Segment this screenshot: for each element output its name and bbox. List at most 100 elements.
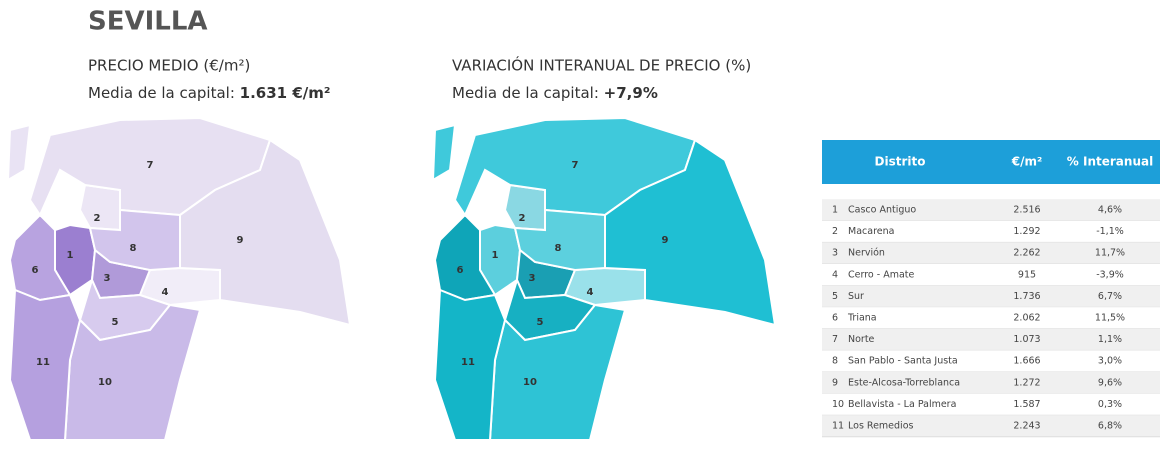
district-name: Cerro - Amate — [848, 269, 914, 280]
district-number: 10 — [523, 377, 537, 388]
price: 2.262 — [1013, 248, 1040, 259]
district — [8, 288, 82, 441]
variation: 6,7% — [1098, 291, 1122, 302]
district-name: Macarena — [848, 226, 894, 237]
price-map: 1 2 3 4 5 6 7 8 9 10 11 — [6, 116, 352, 441]
row-number: 7 — [832, 334, 838, 345]
title: SEVILLA — [88, 7, 208, 37]
district-number: 6 — [32, 265, 39, 276]
row-bg — [822, 328, 1160, 351]
district-number: 9 — [662, 235, 669, 246]
district-number: 5 — [537, 317, 544, 328]
table-header: Distrito — [875, 155, 926, 169]
district-number: 7 — [147, 160, 154, 171]
district-number: 4 — [587, 287, 594, 298]
price: 1.736 — [1013, 291, 1040, 302]
district-number: 10 — [98, 377, 112, 388]
variation: 0,3% — [1098, 399, 1122, 410]
variation: 3,0% — [1098, 356, 1122, 367]
row-bg — [822, 220, 1160, 243]
district — [604, 138, 777, 327]
row-number: 1 — [832, 205, 838, 216]
row-bg — [822, 350, 1160, 372]
table-header: % Interanual — [1067, 155, 1153, 169]
district-name: Norte — [848, 334, 875, 345]
price: 2.516 — [1013, 205, 1040, 216]
variation: 6,8% — [1098, 421, 1122, 432]
row-bg — [822, 264, 1160, 286]
district-number: 11 — [461, 357, 475, 368]
district-number: 3 — [529, 273, 536, 284]
district-name: Triana — [847, 313, 877, 324]
row-number: 10 — [832, 399, 844, 410]
avg-value: +7,9% — [604, 84, 658, 102]
variation: -1,1% — [1096, 226, 1124, 237]
district-name: San Pablo - Santa Justa — [848, 356, 958, 367]
district-number: 8 — [555, 243, 562, 254]
row-bg — [822, 285, 1160, 308]
table-header: €/m² — [1011, 155, 1043, 169]
district-number: 6 — [457, 265, 464, 276]
avg-label: Media de la capital: — [452, 84, 599, 102]
avg-value: 1.631 €/m² — [240, 84, 331, 102]
row-number: 5 — [832, 291, 838, 302]
row-bg — [822, 242, 1160, 264]
row-bg — [822, 415, 1160, 437]
row-bg — [822, 393, 1160, 416]
price: 2.243 — [1013, 421, 1040, 432]
variation-map: 1 2 3 4 5 6 7 8 9 10 11 — [431, 116, 777, 441]
map-heading: VARIACIÓN INTERANUAL DE PRECIO (%) — [452, 56, 751, 75]
district — [179, 138, 352, 327]
price: 1.587 — [1013, 399, 1040, 410]
district — [433, 288, 507, 441]
price: 1.272 — [1013, 377, 1040, 388]
district-number: 11 — [36, 357, 50, 368]
island — [431, 123, 457, 182]
map-heading: PRECIO MEDIO (€/m²) — [88, 57, 250, 75]
price: 1.666 — [1013, 356, 1040, 367]
variation: 11,7% — [1095, 248, 1125, 259]
price: 2.062 — [1013, 313, 1040, 324]
row-number: 9 — [832, 377, 838, 388]
row-number: 2 — [832, 226, 838, 237]
district-number: 5 — [112, 317, 119, 328]
district-table: Distrito €/m² % Interanual 1 Casco Antiguo 2.… — [822, 140, 1160, 438]
avg-line: Media de la capital: +7,9% — [452, 84, 658, 102]
price: 1.292 — [1013, 226, 1040, 237]
island — [6, 123, 32, 182]
table-header-bg — [822, 140, 1160, 184]
district-number: 4 — [162, 287, 169, 298]
variation: 4,6% — [1098, 205, 1122, 216]
district-name: Este-Alcosa-Torreblanca — [848, 377, 960, 388]
district-number: 7 — [572, 160, 579, 171]
row-number: 3 — [832, 248, 838, 259]
row-number: 6 — [832, 313, 838, 324]
district-number: 1 — [492, 250, 499, 261]
row-bg — [822, 307, 1160, 329]
district-name: Sur — [848, 291, 864, 302]
district-name: Bellavista - La Palmera — [848, 399, 956, 410]
district-number: 8 — [130, 243, 137, 254]
avg-label: Media de la capital: — [88, 84, 235, 102]
row-number: 11 — [832, 421, 844, 432]
price: 1.073 — [1013, 334, 1040, 345]
district-number: 2 — [94, 213, 101, 224]
price: 915 — [1018, 269, 1036, 280]
row-number: 4 — [832, 269, 838, 280]
row-number: 8 — [832, 356, 838, 367]
district-number: 2 — [519, 213, 526, 224]
avg-line: Media de la capital: 1.631 €/m² — [88, 84, 330, 102]
row-bg — [822, 372, 1160, 394]
variation: 1,1% — [1098, 334, 1122, 345]
district-number: 9 — [237, 235, 244, 246]
district-name: Casco Antiguo — [848, 205, 916, 216]
district-name: Los Remedios — [848, 421, 914, 432]
variation: 11,5% — [1095, 313, 1125, 324]
district-name: Nervión — [848, 248, 885, 259]
district-number: 1 — [67, 250, 74, 261]
district-number: 3 — [104, 273, 111, 284]
variation: 9,6% — [1098, 377, 1122, 388]
row-bg — [822, 199, 1160, 221]
